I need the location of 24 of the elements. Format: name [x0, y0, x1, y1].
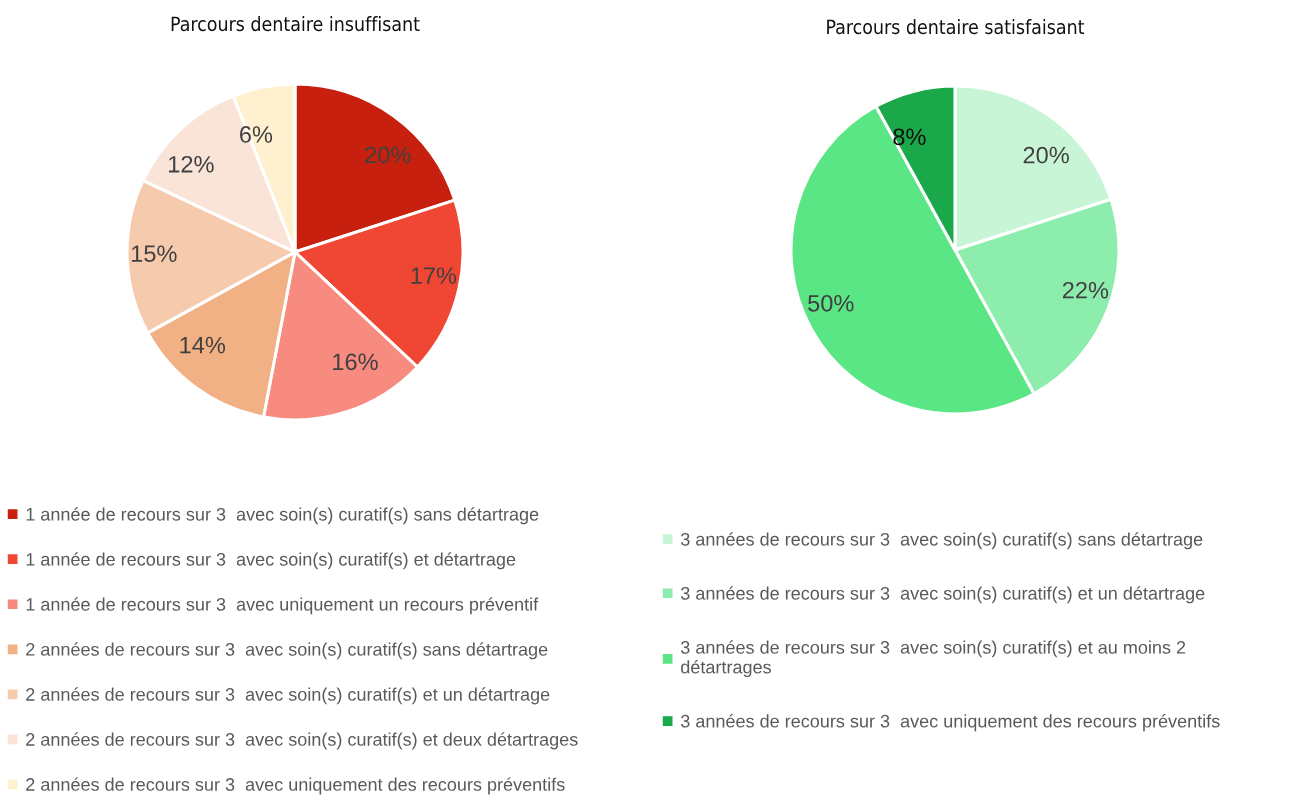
data-label: 50%: [808, 294, 854, 312]
chart-title: Parcours dentaire insuffisant: [171, 16, 420, 32]
legend-label: 3 années de recours sur 3 avec soin(s) curatif(s) et au moins 2 détartrages: [680, 640, 1186, 678]
legend-label: 3 années de recours sur 3 avec soin(s) curatif(s) et un détartrage: [680, 586, 1205, 604]
data-label: 16%: [333, 353, 378, 371]
legend-label: 1 année de recours sur 3 avec soin(s) curatif(s) et détartrage: [26, 552, 516, 570]
data-label: 6%: [240, 126, 273, 143]
legend-label: 2 années de recours sur 3 avec soin(s) curatif(s) et deux détartrages: [26, 732, 578, 750]
data-label: 15%: [132, 245, 177, 263]
data-label: 8%: [893, 128, 926, 146]
data-label: 14%: [180, 336, 226, 354]
legend-label: 3 années de recours sur 3 avec soin(s) curatif(s) sans détartrage: [680, 532, 1203, 550]
data-label: 22%: [1062, 281, 1109, 299]
legend-label: 1 année de recours sur 3 avec uniquement un recours préventif: [26, 597, 539, 615]
data-label: 20%: [1023, 146, 1069, 164]
data-label: 20%: [365, 146, 411, 164]
data-label: 17%: [411, 267, 457, 284]
legend-label: 2 années de recours sur 3 avec soin(s) curatif(s) et un détartrage: [26, 687, 550, 705]
chart-title: Parcours dentaire satisfaisant: [827, 19, 1085, 35]
legend-label: 1 année de recours sur 3 avec soin(s) curatif(s) sans détartrage: [26, 507, 539, 525]
data-label: 12%: [169, 155, 214, 173]
legend-label: 2 années de recours sur 3 avec soin(s) curatif(s) sans détartrage: [26, 642, 548, 660]
legend-label: 2 années de recours sur 3 avec uniquement des recours préventifs: [26, 777, 565, 795]
legend-label: 3 années de recours sur 3 avec uniquement des recours préventifs: [680, 714, 1220, 732]
